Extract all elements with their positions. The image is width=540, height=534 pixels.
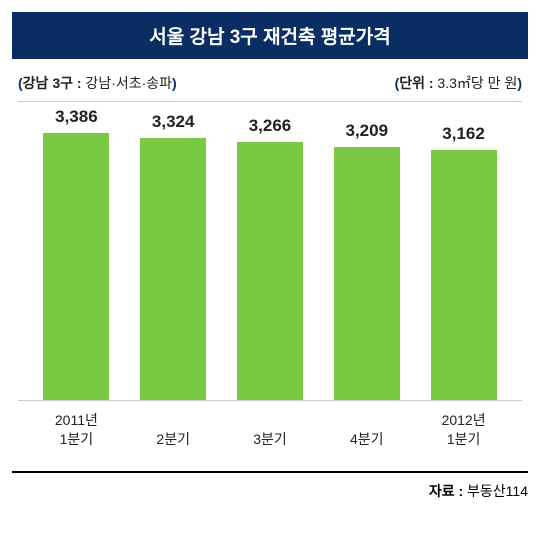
- x-axis-label: 3분기: [222, 411, 319, 449]
- bar-value-label: 3,209: [346, 121, 389, 141]
- subtitle-right-rest: 3.3㎡당 만 원: [434, 75, 518, 91]
- bar-column: 3,209: [318, 147, 415, 400]
- subtitle-row: (강남 3구 : 강남·서초·송파) (단위 : 3.3㎡당 만 원): [18, 73, 522, 93]
- bar: [431, 150, 497, 400]
- source-value: 부동산114: [463, 483, 528, 499]
- source-row: 자료 : 부동산114: [12, 471, 528, 501]
- x-axis-labels: 2011년1분기 2분기 3분기 4분기2012년1분기: [18, 401, 522, 449]
- x-axis-label: 2012년1분기: [415, 411, 512, 449]
- bar: [140, 138, 206, 400]
- x-axis-label: 2분기: [125, 411, 222, 449]
- bar: [43, 133, 109, 400]
- subtitle-left: (강남 3구 : 강남·서초·송파): [18, 73, 177, 93]
- bar: [334, 147, 400, 400]
- bar: [237, 142, 303, 400]
- bar-value-label: 3,162: [442, 124, 485, 144]
- bar-value-label: 3,324: [152, 112, 195, 132]
- subtitle-right: (단위 : 3.3㎡당 만 원): [395, 73, 522, 93]
- paren-close: ): [172, 75, 177, 91]
- chart-plot-area: 3,3863,3243,2663,2093,162: [18, 101, 522, 401]
- x-axis-label: 2011년1분기: [28, 411, 125, 449]
- bar-column: 3,386: [28, 133, 125, 400]
- chart-title-text: 서울 강남 3구 재건축 평균가격: [149, 27, 390, 48]
- bar-chart: 3,3863,3243,2663,2093,162 2011년1분기 2분기 3…: [18, 101, 522, 449]
- subtitle-left-bold: 강남 3구 :: [23, 75, 82, 91]
- paren-close: ): [517, 75, 522, 91]
- bar-value-label: 3,266: [249, 116, 292, 136]
- subtitle-right-bold: 단위 :: [399, 75, 433, 91]
- subtitle-left-rest: 강남·서초·송파: [82, 75, 173, 91]
- bar-column: 3,266: [222, 142, 319, 400]
- bar-column: 3,162: [415, 150, 512, 400]
- bar-column: 3,324: [125, 138, 222, 400]
- x-axis-label: 4분기: [318, 411, 415, 449]
- source-label: 자료 :: [429, 483, 463, 499]
- bar-value-label: 3,386: [55, 107, 98, 127]
- chart-title-bar: 서울 강남 3구 재건축 평균가격: [12, 12, 528, 59]
